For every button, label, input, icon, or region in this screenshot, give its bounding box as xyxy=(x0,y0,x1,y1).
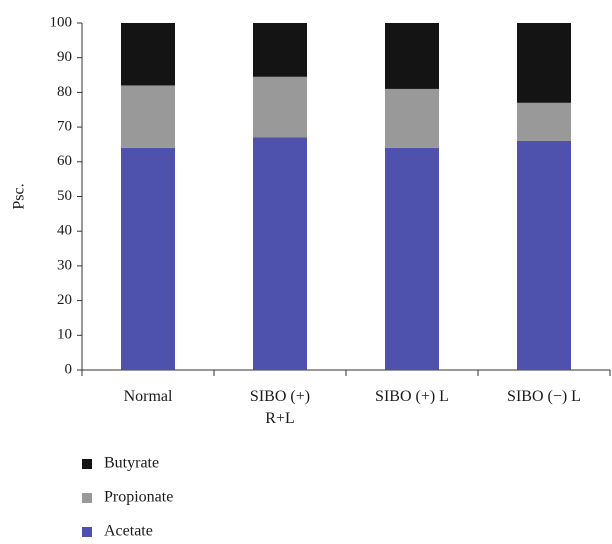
x-category-label: SIBO (+) xyxy=(250,388,310,405)
bar-butyrate-3 xyxy=(517,23,571,103)
x-axis: Normal SIBO (+) R+L SIBO (+) L SIBO (−) L xyxy=(81,369,611,427)
legend-swatch-propionate xyxy=(82,493,92,503)
x-category-label: SIBO (−) L xyxy=(507,388,581,405)
bar-butyrate-2 xyxy=(385,23,439,89)
y-tick-label: 20 xyxy=(57,292,72,308)
bar-acetate-0 xyxy=(121,147,175,370)
bar-propionate-3 xyxy=(517,102,571,141)
y-tick-label: 40 xyxy=(57,223,72,239)
x-category-label: Normal xyxy=(124,388,173,405)
y-tick-label: 0 xyxy=(65,361,73,377)
legend-label-acetate: Acetate xyxy=(104,523,153,540)
bar-propionate-1 xyxy=(253,76,307,138)
bar-acetate-3 xyxy=(517,140,571,370)
legend-swatch-acetate xyxy=(82,527,92,537)
legend-label-butyrate: Butyrate xyxy=(104,455,159,472)
legend: Butyrate Propionate Acetate xyxy=(82,455,173,540)
bar-propionate-2 xyxy=(385,88,439,148)
y-tick-label: 30 xyxy=(57,257,72,273)
x-category-label: SIBO (+) L xyxy=(375,388,449,405)
y-tick-label: 80 xyxy=(57,84,72,100)
bar-acetate-1 xyxy=(253,137,307,370)
bar-acetate-2 xyxy=(385,147,439,370)
y-tick-label: 90 xyxy=(57,49,72,65)
x-category-label: R+L xyxy=(265,410,294,427)
y-tick-label: 60 xyxy=(57,153,72,169)
bar-butyrate-0 xyxy=(121,23,175,86)
bar-butyrate-1 xyxy=(253,23,307,77)
y-tick-label: 50 xyxy=(57,188,72,204)
legend-label-propionate: Propionate xyxy=(104,489,173,506)
y-axis-title: Psc. xyxy=(11,183,28,209)
y-tick-label: 70 xyxy=(57,119,72,135)
legend-swatch-butyrate xyxy=(82,459,92,469)
y-tick-label: 10 xyxy=(57,327,72,343)
y-axis: 0 10 20 30 40 50 60 70 80 90 100 xyxy=(50,14,83,377)
y-tick-label: 100 xyxy=(50,14,73,30)
bar-propionate-0 xyxy=(121,85,175,148)
bars xyxy=(121,23,571,370)
